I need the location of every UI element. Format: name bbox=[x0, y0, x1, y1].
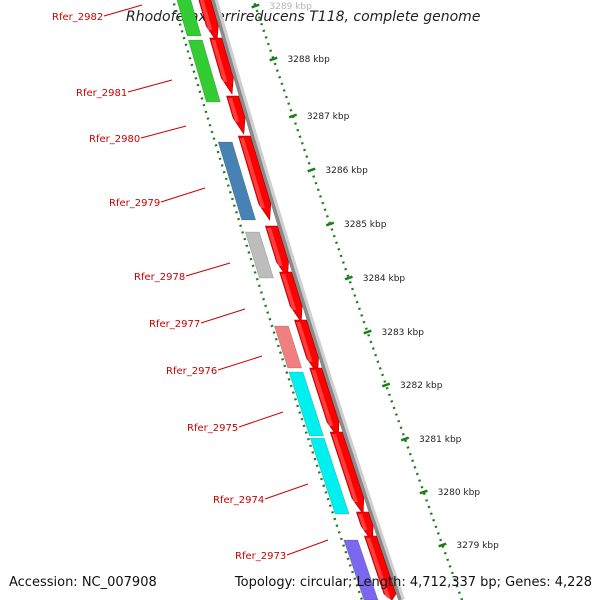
gene-label-rfer-2978: Rfer_2978 bbox=[134, 272, 185, 283]
scale-tick bbox=[363, 329, 372, 335]
backbone bbox=[211, 0, 402, 600]
forward-gene-highlight bbox=[311, 370, 334, 426]
scale-tick bbox=[307, 167, 316, 173]
forward-gene-highlight bbox=[239, 138, 265, 208]
scale-tick-label: 3284 kbp bbox=[363, 274, 406, 284]
gene-label-rfer-2973: Rfer_2973 bbox=[235, 551, 286, 562]
gene-leader-line bbox=[160, 187, 206, 203]
gene-label-rfer-2975: Rfer_2975 bbox=[187, 423, 238, 434]
gene-label-rfer-2976: Rfer_2976 bbox=[166, 366, 217, 377]
gene-leader-line bbox=[200, 308, 246, 324]
gene-leader-line bbox=[140, 125, 187, 139]
forward-gene-highlight bbox=[358, 514, 368, 530]
forward-gene-highlight bbox=[331, 434, 359, 502]
gene-block-rfer-2982[interactable] bbox=[174, 0, 202, 37]
scale-tick bbox=[269, 56, 278, 62]
gene-label-rfer-2974: Rfer_2974 bbox=[213, 495, 264, 506]
gene-block-rfer-2981[interactable] bbox=[187, 39, 221, 103]
scale-tick bbox=[325, 221, 335, 227]
scale-tick-label: 3282 kbp bbox=[400, 381, 443, 391]
scale-tick-label: 3286 kbp bbox=[325, 166, 368, 176]
gene-block-rfer-2974[interactable] bbox=[309, 437, 350, 515]
gene-block-rfer-2979[interactable] bbox=[217, 141, 257, 221]
gene-leader-line bbox=[127, 79, 173, 93]
forward-gene-highlight bbox=[199, 0, 213, 30]
inner-tick-ring bbox=[171, 0, 364, 600]
gene-leader-line bbox=[103, 4, 143, 17]
gene-block-rfer-2976[interactable] bbox=[274, 325, 303, 369]
genome-summary: Topology: circular; Length: 4,712,337 bp… bbox=[234, 575, 592, 590]
gene-leader-line bbox=[185, 262, 231, 277]
gene-block-rfer-2973[interactable] bbox=[343, 539, 379, 600]
scale-tick bbox=[438, 542, 447, 548]
scale-tick bbox=[251, 3, 260, 9]
scale-tick bbox=[344, 275, 353, 281]
scale-tick-label: 3280 kbp bbox=[438, 488, 481, 498]
gene-leader-line bbox=[238, 411, 284, 428]
accession-text: Accession: NC_007908 bbox=[9, 575, 157, 590]
scale-tick-label: 3279 kbp bbox=[456, 541, 499, 551]
gene-block-rfer-2978[interactable] bbox=[244, 231, 274, 279]
gene-leader-line bbox=[217, 355, 263, 371]
scale-tick bbox=[381, 382, 391, 388]
scale-tick-label: 3289 kbp bbox=[269, 2, 312, 12]
scale-tick bbox=[400, 436, 410, 442]
scale-tick-label: 3281 kbp bbox=[419, 435, 462, 445]
gene-block-rfer-2975[interactable] bbox=[288, 371, 324, 437]
scale-tick-label: 3285 kbp bbox=[344, 220, 387, 230]
forward-gene-highlight bbox=[366, 538, 391, 598]
scale-tick bbox=[288, 113, 298, 119]
gene-leader-line bbox=[286, 539, 329, 556]
forward-gene-highlight bbox=[211, 40, 228, 82]
gene-label-rfer-2979: Rfer_2979 bbox=[109, 198, 160, 209]
backbone-shadow bbox=[211, 0, 405, 600]
scale-tick-label: 3287 kbp bbox=[307, 112, 350, 122]
forward-gene-highlight bbox=[281, 274, 297, 310]
scale-tick bbox=[419, 489, 428, 495]
gene-label-rfer-2982: Rfer_2982 bbox=[52, 12, 103, 23]
scale-tick-label: 3288 kbp bbox=[287, 55, 330, 65]
gene-leader-line bbox=[264, 483, 309, 500]
scale-tick-label: 3283 kbp bbox=[382, 328, 425, 338]
forward-gene-highlight bbox=[228, 98, 240, 122]
gene-label-rfer-2981: Rfer_2981 bbox=[76, 88, 127, 99]
gene-label-rfer-2980: Rfer_2980 bbox=[89, 134, 140, 145]
gene-label-rfer-2977: Rfer_2977 bbox=[149, 319, 200, 330]
outer-tick-ring bbox=[252, 0, 464, 600]
forward-gene-highlight bbox=[296, 322, 313, 362]
forward-gene-highlight bbox=[267, 228, 283, 266]
